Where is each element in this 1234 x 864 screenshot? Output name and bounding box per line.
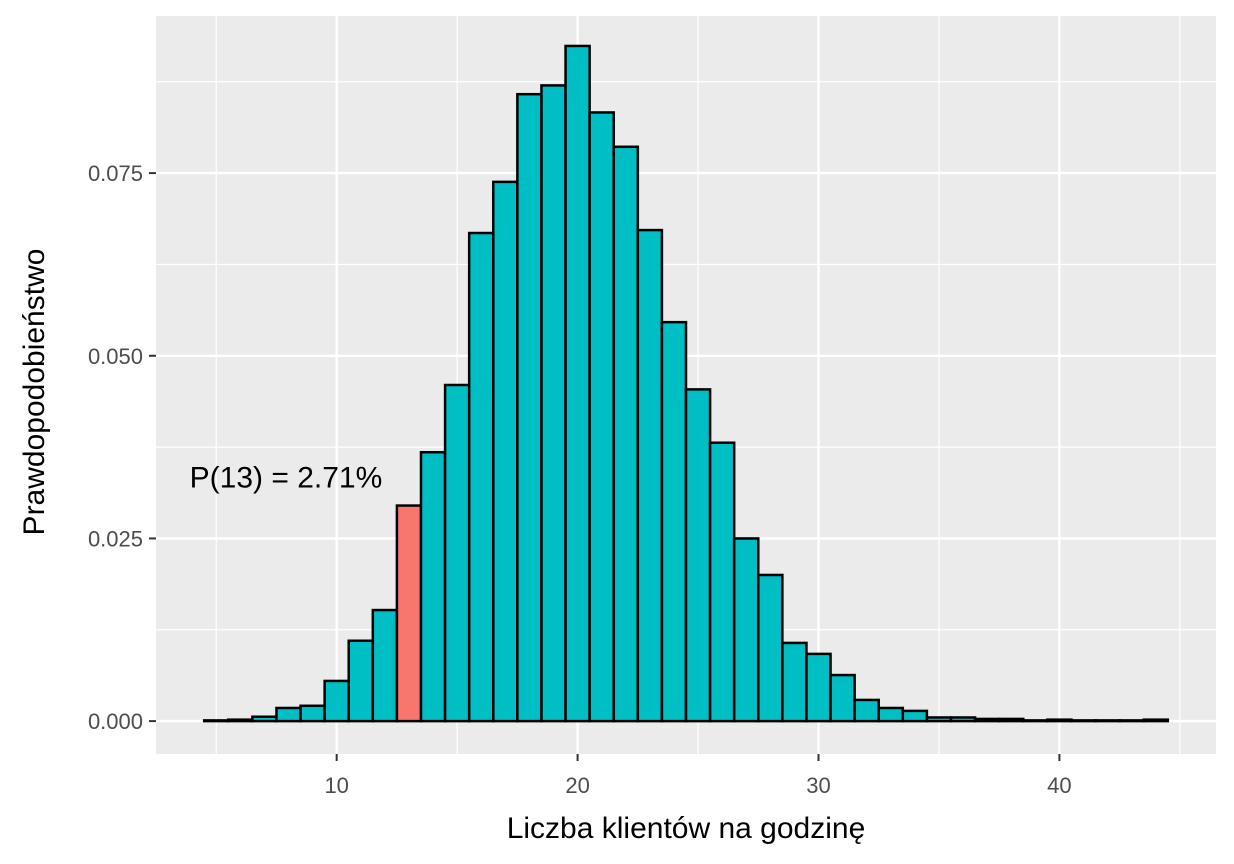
bar xyxy=(564,44,591,723)
bar xyxy=(419,450,447,723)
bar xyxy=(540,84,567,723)
bar xyxy=(588,111,615,723)
bar xyxy=(202,719,230,723)
bar xyxy=(997,717,1025,723)
bar xyxy=(660,320,688,723)
bar xyxy=(275,706,302,723)
y-axis: 0.000 0.025 0.050 0.075 xyxy=(88,161,156,734)
y-axis-title: Prawdopodobieństwo xyxy=(18,249,51,536)
bar xyxy=(805,652,832,723)
y-tick-label: 0.025 xyxy=(88,526,143,551)
bar xyxy=(708,441,736,723)
bar xyxy=(877,706,905,723)
bar xyxy=(227,718,254,723)
bar xyxy=(1070,719,1097,723)
bar xyxy=(829,673,856,723)
x-axis-title: Liczba klientów na godzinę xyxy=(507,812,866,845)
x-tick-label: 20 xyxy=(565,773,589,798)
histogram-bars xyxy=(202,44,1170,723)
bar-highlighted xyxy=(395,504,423,723)
bar xyxy=(1142,718,1170,723)
bar xyxy=(1046,718,1073,723)
x-tick-label: 40 xyxy=(1047,773,1071,798)
bar xyxy=(251,715,278,723)
bar xyxy=(684,388,712,723)
bar xyxy=(371,608,399,723)
bar xyxy=(925,716,953,723)
bar xyxy=(853,698,880,723)
y-tick-label: 0.000 xyxy=(88,709,143,734)
bar xyxy=(636,228,664,723)
bar xyxy=(949,716,977,723)
bar xyxy=(973,717,1001,723)
bar xyxy=(901,709,929,723)
bar xyxy=(323,679,350,723)
y-tick-label: 0.075 xyxy=(88,161,143,186)
bar xyxy=(732,537,760,723)
bar xyxy=(1022,719,1049,723)
x-tick-label: 10 xyxy=(324,773,348,798)
bar xyxy=(781,641,808,723)
bar xyxy=(467,231,495,723)
bar xyxy=(347,639,375,723)
bar xyxy=(492,180,519,723)
bar xyxy=(1118,719,1145,723)
x-tick-label: 30 xyxy=(806,773,830,798)
bar xyxy=(757,573,784,723)
bar xyxy=(443,383,471,723)
probability-annotation: P(13) = 2.71% xyxy=(190,461,383,494)
y-tick-label: 0.050 xyxy=(88,344,143,369)
bar xyxy=(612,145,640,723)
bar xyxy=(516,92,543,723)
bar xyxy=(1094,719,1121,723)
bar xyxy=(299,704,326,723)
x-axis: 10 20 30 40 xyxy=(324,754,1072,798)
